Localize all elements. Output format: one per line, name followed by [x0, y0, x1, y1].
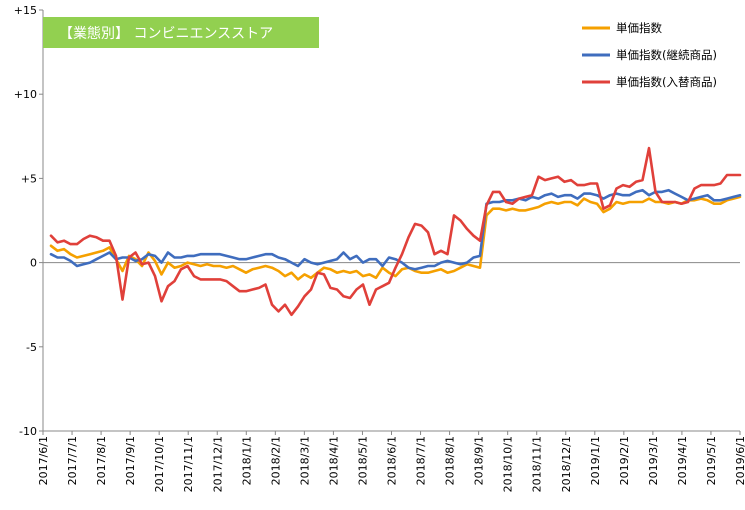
x-tick-label: 2019/6/1: [734, 436, 745, 485]
x-tick-label: 2018/2/1: [269, 436, 282, 485]
x-tick-label: 2019/4/1: [676, 436, 689, 485]
y-tick-label: +10: [14, 88, 37, 101]
x-tick-label: 2018/7/1: [415, 436, 428, 485]
chart-title: 【業態別】 コンビニエンスストア: [59, 26, 273, 42]
x-tick-label: 2018/5/1: [356, 436, 369, 485]
series-line-0: [49, 195, 742, 281]
series-group: [49, 146, 742, 317]
x-tick-label: 2018/11/1: [531, 436, 544, 492]
chart-title-background: [43, 17, 319, 48]
legend-label-0: 単価指数: [616, 21, 662, 35]
x-tick-label: 2019/1/1: [589, 436, 602, 485]
x-tick-label: 2018/10/1: [502, 436, 515, 492]
x-tick-label: 2017/9/1: [124, 436, 137, 485]
y-tick-label: 0: [30, 257, 37, 270]
legend-label-1: 単価指数(継続商品): [616, 48, 717, 62]
series-line-2: [49, 146, 742, 317]
x-tick-label: 2018/12/1: [560, 436, 573, 492]
y-tick-label: +15: [14, 4, 37, 17]
x-tick-label: 2017/11/1: [182, 436, 195, 492]
y-tick-label: +5: [21, 172, 37, 185]
x-tick-label: 2018/1/1: [240, 436, 253, 485]
x-tick-label: 2019/5/1: [705, 436, 718, 485]
x-tick-label: 2018/6/1: [386, 436, 399, 485]
x-tick-label: 2017/12/1: [211, 436, 224, 492]
x-tick-label: 2017/6/1: [37, 436, 50, 485]
x-tick-label: 2018/9/1: [473, 436, 486, 485]
x-tick-label: 2018/8/1: [444, 436, 457, 485]
x-tick-label: 2019/2/1: [618, 436, 631, 485]
legend-label-2: 単価指数(入替商品): [616, 75, 717, 89]
x-tick-label: 2017/8/1: [95, 436, 108, 485]
y-tick-label: -10: [19, 425, 37, 438]
x-tick-label: 2019/3/1: [647, 436, 660, 485]
x-tick-label: 2017/7/1: [66, 436, 79, 485]
y-tick-label: -5: [26, 341, 37, 354]
x-tick-label: 2018/3/1: [298, 436, 311, 485]
x-tick-label: 2017/10/1: [153, 436, 166, 492]
x-tick-label: 2018/4/1: [327, 436, 340, 485]
chart-title-box: 【業態別】 コンビニエンスストア: [43, 17, 319, 48]
series-line-1: [49, 188, 742, 271]
